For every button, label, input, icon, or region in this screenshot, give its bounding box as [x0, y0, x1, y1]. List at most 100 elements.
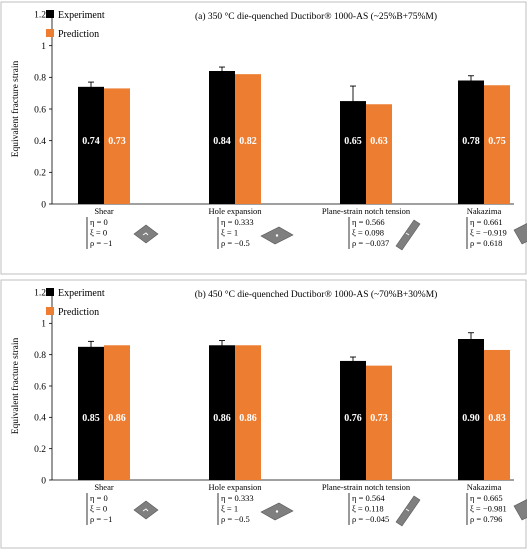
legend-label-experiment: Experiment [58, 288, 105, 299]
bar-group: 0.76 0.73 [340, 356, 392, 480]
specimen-icon [260, 226, 294, 245]
y-tick-label: 0.8 [34, 351, 46, 361]
y-tick-label: 0.2 [34, 445, 46, 455]
data-label-experiment: 0.78 [462, 136, 480, 147]
bar-group: 0.90 0.83 [458, 332, 510, 480]
legend-swatch-prediction [46, 307, 54, 315]
notch-tension-specimen [395, 495, 421, 527]
legend-swatch-experiment [46, 288, 54, 296]
bar-prediction [235, 74, 261, 205]
hole [275, 510, 279, 513]
parameter-line: η = 0.333 [221, 217, 254, 227]
parameter-line: ξ = −0.981 [470, 504, 507, 514]
data-label-prediction: 0.82 [239, 136, 257, 147]
bar-group: 0.85 0.86 [78, 340, 130, 480]
data-label-prediction: 0.83 [488, 413, 506, 424]
panel-border [0, 1, 527, 275]
y-tick-label: 1 [41, 42, 46, 52]
y-axis-title: Equivalent fracture strain [10, 60, 21, 157]
parameter-line: η = 0.564 [352, 493, 385, 503]
category-label: Hole expansion [208, 482, 262, 492]
nakazima-specimen [513, 223, 527, 245]
shear-specimen [133, 224, 159, 244]
bar-group: 0.84 0.82 [209, 66, 261, 205]
bar-prediction [104, 88, 130, 204]
category-label: Plane-strain notch tension [322, 206, 411, 216]
legend-label-experiment: Experiment [58, 10, 105, 21]
bar-group: 0.86 0.86 [209, 340, 261, 480]
data-label-prediction: 0.75 [488, 136, 506, 147]
bar-prediction [484, 85, 510, 204]
legend-swatch-experiment [46, 10, 54, 18]
parameter-line: ρ = −1 [90, 238, 112, 248]
category-label: Hole expansion [208, 206, 262, 216]
bar-prediction [235, 345, 261, 480]
panel-border [0, 279, 527, 549]
shear-notch [142, 508, 149, 512]
bar-prediction [484, 349, 510, 480]
data-label-experiment: 0.84 [213, 136, 231, 147]
legend-swatch-prediction [46, 29, 54, 37]
bar-experiment [458, 339, 484, 480]
notch-tension-specimen [395, 219, 421, 251]
specimen-icon [395, 219, 421, 251]
bar-experiment [458, 80, 484, 204]
data-label-prediction: 0.73 [370, 413, 388, 424]
category-label: Nakazima [467, 206, 502, 216]
parameter-line: ρ = −0.5 [221, 238, 250, 248]
data-label-prediction: 0.86 [108, 413, 126, 424]
data-label-experiment: 0.85 [82, 413, 100, 424]
parameter-line: ρ = −0.037 [352, 238, 389, 248]
parameter-line: ξ = 0 [90, 504, 107, 514]
bar-experiment [209, 71, 235, 204]
specimen-icon [260, 502, 294, 521]
y-tick-label: 0.2 [34, 169, 46, 179]
parameter-line: ρ = −0.045 [352, 514, 389, 524]
y-tick-label: 0 [41, 476, 46, 486]
hole [275, 234, 279, 237]
category-label: Shear [94, 482, 114, 492]
legend-label-prediction: Prediction [58, 307, 99, 318]
specimen-icon [513, 499, 527, 521]
specimen-icon [513, 223, 527, 245]
data-label-prediction: 0.73 [108, 136, 126, 147]
parameter-line: ξ = 1 [221, 504, 238, 514]
bar-group: 0.74 0.73 [78, 81, 130, 204]
y-tick-label: 1.2 [34, 288, 46, 298]
bar-group: 0.78 0.75 [458, 75, 510, 204]
y-tick-label: 0.4 [34, 414, 46, 424]
parameter-line: ρ = 0.618 [470, 238, 502, 248]
y-tick-label: 0 [41, 200, 46, 210]
shear-notch [142, 232, 149, 236]
y-axis-title: Equivalent fracture strain [10, 337, 21, 434]
y-tick-label: 0.8 [34, 74, 46, 84]
parameter-line: η = 0.333 [221, 493, 254, 503]
parameter-line: ρ = −1 [90, 514, 112, 524]
bar-prediction [366, 104, 392, 204]
parameter-line: ξ = −0.919 [470, 228, 507, 238]
shear-specimen [133, 500, 159, 520]
parameter-line: ρ = −0.5 [221, 514, 250, 524]
notch [405, 232, 410, 236]
parameter-line: ρ = 0.796 [470, 514, 502, 524]
y-tick-label: 0.6 [34, 382, 46, 392]
chart-panel-a: 0 0.2 0.4 0.6 0.8 1 1.2 Equivalent fracture str… [0, 1, 527, 275]
chart-title: (a) 350 °C die-quenched Ductibor® 1000-A… [195, 11, 437, 22]
category-label: Shear [94, 206, 114, 216]
parameter-line: η = 0.566 [352, 217, 385, 227]
parameter-line: ξ = 0.118 [352, 504, 384, 514]
bar-experiment [209, 345, 235, 480]
bar-experiment [340, 360, 366, 480]
category-label: Nakazima [467, 482, 502, 492]
bar-experiment [340, 101, 366, 204]
bar-experiment [78, 86, 104, 204]
nakazima-specimen [513, 499, 527, 521]
parameter-line: η = 0 [90, 217, 108, 227]
specimen-icon [395, 495, 421, 527]
legend-label-prediction: Prediction [58, 29, 99, 40]
bar-group: 0.65 0.63 [340, 85, 392, 204]
y-tick-label: 1 [41, 320, 46, 330]
parameter-line: ξ = 0.098 [352, 228, 384, 238]
parameter-line: η = 0 [90, 493, 108, 503]
